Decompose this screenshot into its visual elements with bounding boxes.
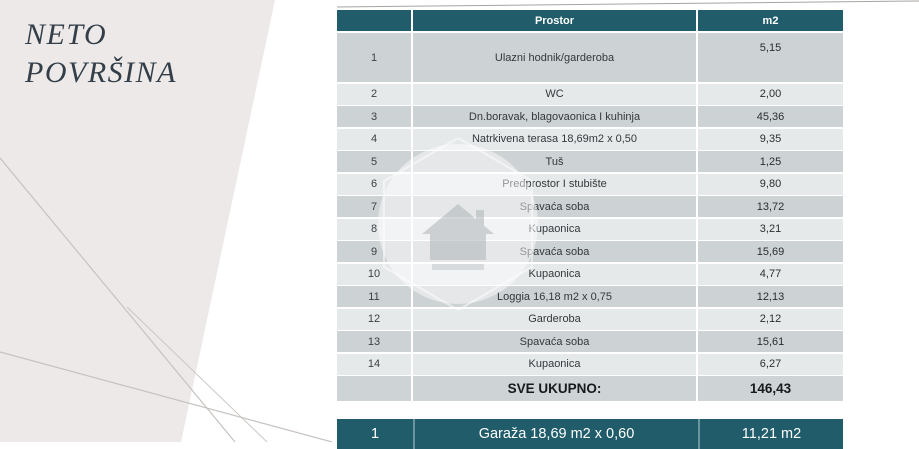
area-table: Prostor m2 1 Ulazni hodnik/garderoba 5,15 2… — [337, 10, 843, 403]
table-row: 9 Spavaća soba 15,69 — [337, 241, 843, 262]
total-empty-cell — [337, 376, 411, 401]
row-number: 13 — [337, 331, 411, 352]
total-label: SVE UKUPNO: — [413, 376, 696, 401]
page-title: NETO POVRŠINA — [25, 16, 177, 92]
row-number: 2 — [337, 83, 411, 105]
row-name: WC — [413, 83, 696, 105]
total-row: SVE UKUPNO: 146,43 — [337, 376, 843, 401]
garage-number: 1 — [337, 419, 415, 449]
row-number: 4 — [337, 128, 411, 150]
row-name: Kupaonica — [413, 263, 696, 285]
row-value: 5,15 — [698, 33, 843, 82]
row-name: Dn.boravak, blagovaonica I kuhinja — [413, 106, 696, 127]
row-number: 14 — [337, 353, 411, 375]
row-number: 12 — [337, 308, 411, 330]
table-row: 10 Kupaonica 4,77 — [337, 263, 843, 285]
row-number: 8 — [337, 218, 411, 240]
row-name: Kupaonica — [413, 218, 696, 240]
row-value: 12,13 — [698, 286, 843, 307]
page-title-line1: NETO — [25, 18, 108, 51]
table-row: 3 Dn.boravak, blagovaonica I kuhinja 45,36 — [337, 106, 843, 127]
header-number — [337, 10, 411, 31]
row-name: Kupaonica — [413, 353, 696, 375]
row-number: 10 — [337, 263, 411, 285]
row-value: 15,61 — [698, 331, 843, 352]
row-name: Loggia 16,18 m2 x 0,75 — [413, 286, 696, 307]
table-body: 1 Ulazni hodnik/garderoba 5,15 2 WC 2,00 3 Dn.b… — [337, 33, 843, 375]
row-name: Predprostor I stubište — [413, 173, 696, 195]
table-row: 11 Loggia 16,18 m2 x 0,75 12,13 — [337, 286, 843, 307]
table-header-row: Prostor m2 — [337, 10, 843, 31]
row-value: 2,12 — [698, 308, 843, 330]
table-row: 8 Kupaonica 3,21 — [337, 218, 843, 240]
row-name: Spavaća soba — [413, 331, 696, 352]
row-value: 3,21 — [698, 218, 843, 240]
page-title-line2: POVRŠINA — [25, 56, 177, 89]
row-name: Natrkivena terasa 18,69m2 x 0,50 — [413, 128, 696, 150]
row-value: 1,25 — [698, 151, 843, 172]
table-row: 5 Tuš 1,25 — [337, 151, 843, 172]
table-row: 13 Spavaća soba 15,61 — [337, 331, 843, 352]
row-value: 9,35 — [698, 128, 843, 150]
row-value: 6,27 — [698, 353, 843, 375]
table-row: 4 Natrkivena terasa 18,69m2 x 0,50 9,35 — [337, 128, 843, 150]
table-row: 1 Ulazni hodnik/garderoba 5,15 — [337, 33, 843, 82]
row-number: 1 — [337, 33, 411, 82]
row-number: 6 — [337, 173, 411, 195]
row-name: Spavaća soba — [413, 196, 696, 217]
row-number: 3 — [337, 106, 411, 127]
row-value: 15,69 — [698, 241, 843, 262]
table-row: 12 Garderoba 2,12 — [337, 308, 843, 330]
row-value: 45,36 — [698, 106, 843, 127]
garage-name: Garaža 18,69 m2 x 0,60 — [415, 419, 700, 449]
row-value: 9,80 — [698, 173, 843, 195]
row-name: Garderoba — [413, 308, 696, 330]
garage-bar: 1 Garaža 18,69 m2 x 0,60 11,21 m2 — [337, 419, 843, 449]
row-number: 7 — [337, 196, 411, 217]
header-m2: m2 — [698, 10, 843, 31]
row-value: 13,72 — [698, 196, 843, 217]
row-name: Ulazni hodnik/garderoba — [413, 33, 696, 82]
row-number: 5 — [337, 151, 411, 172]
garage-value: 11,21 m2 — [741, 426, 802, 442]
table-row: 7 Spavaća soba 13,72 — [337, 196, 843, 217]
row-name: Tuš — [413, 151, 696, 172]
table-row: 14 Kupaonica 6,27 — [337, 353, 843, 375]
row-number: 9 — [337, 241, 411, 262]
row-value: 4,77 — [698, 263, 843, 285]
row-value: 2,00 — [698, 83, 843, 105]
header-prostor: Prostor — [413, 10, 696, 31]
row-number: 11 — [337, 286, 411, 307]
row-name: Spavaća soba — [413, 241, 696, 262]
table-row: 6 Predprostor I stubište 9,80 — [337, 173, 843, 195]
table-row: 2 WC 2,00 — [337, 83, 843, 105]
total-value: 146,43 — [698, 376, 843, 401]
